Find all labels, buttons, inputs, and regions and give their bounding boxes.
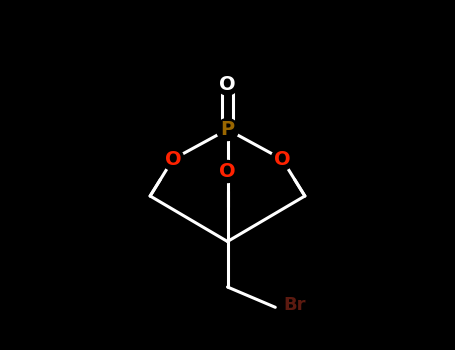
Text: O: O (165, 150, 181, 169)
Text: Br: Br (283, 296, 306, 314)
Circle shape (271, 148, 293, 170)
Text: P: P (220, 120, 235, 139)
Circle shape (162, 148, 184, 170)
Text: O: O (219, 75, 236, 93)
Circle shape (217, 161, 238, 182)
Circle shape (217, 73, 238, 95)
Circle shape (217, 119, 238, 140)
Text: O: O (219, 162, 236, 181)
Text: O: O (274, 150, 290, 169)
